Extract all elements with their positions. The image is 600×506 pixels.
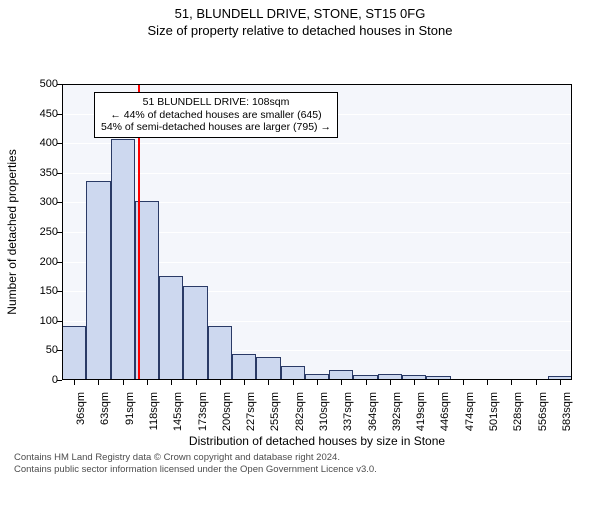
- footnote: Contains HM Land Registry data © Crown c…: [0, 448, 600, 476]
- y-axis-label: Number of detached properties: [5, 149, 19, 314]
- chart-container: 0 50 100 150 200 250 300 350 400 450 500 36sqm 63sqm…: [0, 38, 600, 448]
- x-tick-mark: [341, 380, 342, 385]
- x-tick-label: 227sqm: [241, 392, 257, 431]
- x-tick-label: 282sqm: [290, 392, 306, 431]
- x-tick-mark: [511, 380, 512, 385]
- x-tick-label: 118sqm: [144, 392, 160, 430]
- x-tick-label: 200sqm: [217, 392, 233, 431]
- histogram-bar: [329, 370, 353, 380]
- histogram-bar: [86, 181, 110, 380]
- histogram-bar: [111, 139, 135, 380]
- x-tick-mark: [487, 380, 488, 385]
- y-tick-label: 250: [40, 226, 62, 238]
- x-tick-label: 145sqm: [168, 392, 184, 431]
- x-tick-label: 474sqm: [460, 392, 476, 431]
- x-tick-label: 419sqm: [411, 392, 427, 431]
- x-tick-label: 583sqm: [557, 392, 573, 431]
- info-box-line: 54% of semi-detached houses are larger (…: [101, 121, 331, 134]
- x-tick-mark: [560, 380, 561, 385]
- x-axis-label: Distribution of detached houses by size …: [189, 434, 445, 448]
- y-tick-label: 100: [40, 315, 62, 327]
- x-tick-label: 337sqm: [338, 392, 354, 431]
- y-tick-label: 500: [40, 78, 62, 90]
- x-tick-label: 528sqm: [508, 392, 524, 431]
- info-box: 51 BLUNDELL DRIVE: 108sqm← 44% of detach…: [94, 92, 338, 138]
- x-tick-mark: [147, 380, 148, 385]
- page-title: 51, BLUNDELL DRIVE, STONE, ST15 0FG: [0, 6, 600, 21]
- x-tick-label: 36sqm: [71, 392, 87, 425]
- x-tick-mark: [123, 380, 124, 385]
- y-tick-label: 400: [40, 137, 62, 149]
- footnote-line: Contains public sector information licen…: [14, 464, 594, 476]
- y-tick-label: 450: [40, 108, 62, 120]
- x-tick-mark: [438, 380, 439, 385]
- histogram-bar: [208, 326, 232, 380]
- x-tick-label: 364sqm: [363, 392, 379, 431]
- y-tick-label: 350: [40, 167, 62, 179]
- info-box-line: ← 44% of detached houses are smaller (64…: [101, 109, 331, 122]
- x-tick-label: 392sqm: [387, 392, 403, 431]
- x-tick-mark: [74, 380, 75, 385]
- y-tick-label: 0: [52, 374, 62, 386]
- x-tick-label: 63sqm: [95, 392, 111, 425]
- x-tick-mark: [414, 380, 415, 385]
- y-tick-label: 150: [40, 285, 62, 297]
- x-tick-mark: [463, 380, 464, 385]
- x-tick-label: 501sqm: [484, 392, 500, 431]
- x-tick-mark: [536, 380, 537, 385]
- histogram-bar: [62, 326, 86, 380]
- x-tick-label: 173sqm: [193, 392, 209, 431]
- page-subtitle: Size of property relative to detached ho…: [0, 23, 600, 38]
- x-tick-label: 556sqm: [533, 392, 549, 431]
- histogram-bar: [256, 357, 280, 380]
- x-tick-mark: [220, 380, 221, 385]
- histogram-bar: [159, 276, 183, 380]
- plot-area: 05010015020025030035040045050036sqm63sqm…: [62, 84, 572, 380]
- histogram-bar: [183, 286, 207, 380]
- x-tick-label: 310sqm: [314, 392, 330, 431]
- x-tick-mark: [293, 380, 294, 385]
- info-box-line: 51 BLUNDELL DRIVE: 108sqm: [101, 96, 331, 109]
- y-tick-label: 300: [40, 196, 62, 208]
- x-tick-mark: [196, 380, 197, 385]
- x-tick-mark: [171, 380, 172, 385]
- x-tick-label: 255sqm: [265, 392, 281, 431]
- x-tick-mark: [98, 380, 99, 385]
- y-tick-label: 200: [40, 256, 62, 268]
- x-tick-mark: [317, 380, 318, 385]
- footnote-line: Contains HM Land Registry data © Crown c…: [14, 452, 594, 464]
- histogram-bar: [281, 366, 305, 380]
- x-tick-label: 446sqm: [435, 392, 451, 431]
- x-tick-mark: [244, 380, 245, 385]
- y-tick-label: 50: [46, 344, 62, 356]
- x-tick-label: 91sqm: [120, 392, 136, 425]
- histogram-bar: [232, 354, 256, 380]
- x-tick-mark: [366, 380, 367, 385]
- x-tick-mark: [268, 380, 269, 385]
- x-tick-mark: [390, 380, 391, 385]
